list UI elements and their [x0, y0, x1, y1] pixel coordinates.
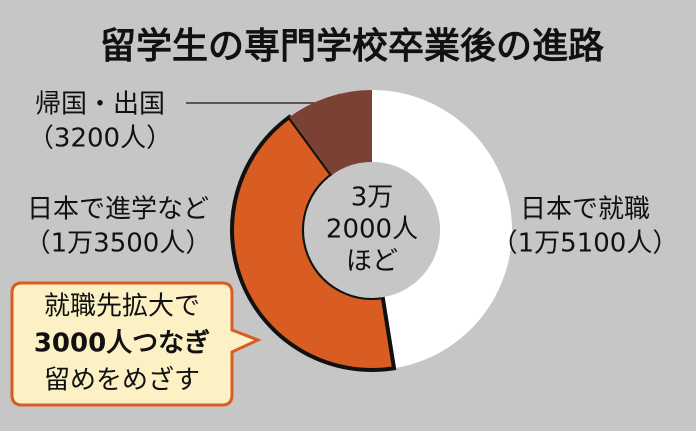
category-label: 日本で進学など [27, 195, 209, 225]
donut-segment [372, 90, 512, 369]
donut-segment [289, 90, 372, 176]
center-label: 2000人 [326, 215, 418, 245]
value-label: （3200人） [28, 124, 172, 154]
category-label: 日本で就職 [520, 195, 650, 225]
callout-text: 留めをめざす [44, 366, 200, 396]
center-label: 3万 [351, 183, 394, 213]
callout-text: 3000人つなぎ [34, 329, 210, 359]
chart-title: 留学生の専門学校卒業後の進路 [100, 25, 605, 67]
value-label: （1万3500人） [25, 229, 212, 259]
callout-text: 就職先拡大で [44, 292, 200, 322]
callout-box [10, 281, 262, 407]
category-label: 帰国・出国 [35, 90, 165, 120]
value-label: （1万5100人） [492, 229, 679, 259]
donut-hole [304, 162, 440, 298]
center-label: ほど [346, 247, 398, 277]
